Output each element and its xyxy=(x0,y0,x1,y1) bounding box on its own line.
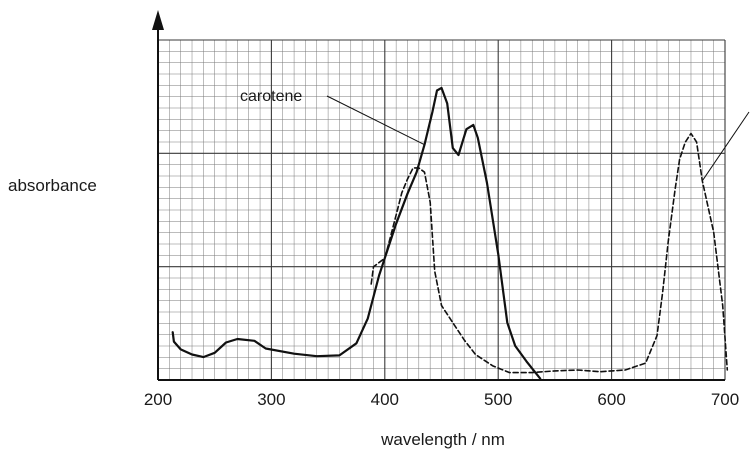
y-axis-arrow xyxy=(152,10,164,30)
x-axis-label: wavelength / nm xyxy=(380,430,505,449)
dashed-absorbance-curve xyxy=(370,132,729,374)
series-layer xyxy=(171,86,729,380)
y-axis-label: absorbance xyxy=(8,176,97,195)
x-tick-label: 700 xyxy=(711,390,739,409)
axes xyxy=(152,10,725,381)
x-tick-labels: 200 300 400 500 600 700 xyxy=(144,390,739,409)
x-tick-label: 600 xyxy=(597,390,625,409)
carotene-label: carotene xyxy=(240,88,302,105)
carotene-curve xyxy=(171,86,542,380)
second-curve-leader-line xyxy=(701,111,750,182)
x-tick-label: 200 xyxy=(144,390,172,409)
x-tick-label: 400 xyxy=(371,390,399,409)
minor-grid xyxy=(158,40,725,380)
x-tick-label: 300 xyxy=(257,390,285,409)
annotation-layer: carotene xyxy=(240,88,750,182)
carotene-leader-line xyxy=(326,95,425,146)
x-tick-label: 500 xyxy=(484,390,512,409)
